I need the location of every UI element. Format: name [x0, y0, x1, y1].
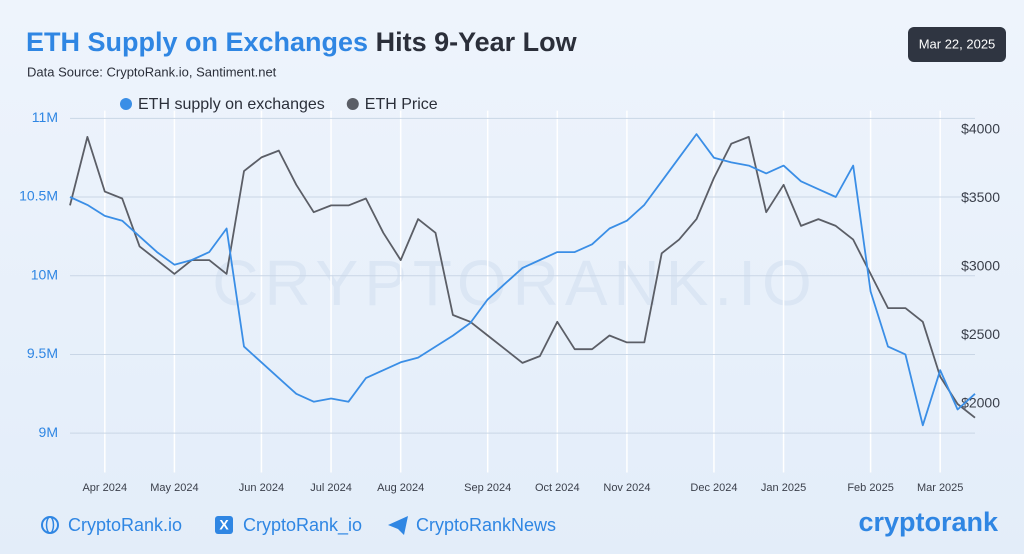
x-tick-label: Feb 2025: [847, 482, 893, 494]
date-badge: [908, 27, 1006, 62]
x-tick-label: Mar 2025: [917, 482, 963, 494]
x-tick-label: Oct 2024: [535, 482, 580, 494]
x-tick-label: May 2024: [150, 482, 198, 494]
y-tick-label: 9M: [39, 424, 58, 440]
y2-tick-label: $2000: [961, 395, 1000, 411]
y2-tick-label: $2500: [961, 326, 1000, 342]
legend-swatch: [346, 98, 359, 110]
series-line: [69, 133, 976, 427]
footer-link[interactable]: CryptoRank.io: [68, 515, 182, 535]
footer: CryptoRank.io X CryptoRank_io CryptoRank…: [41, 507, 999, 537]
plot: Apr 2024 May 2024 Jun 2024 Jul 2024 Aug 2024…: [19, 109, 1000, 494]
x-icon-glyph: X: [219, 517, 229, 533]
x-tick-label: Sep 2024: [464, 482, 511, 494]
legend-label: ETH supply on exchanges: [138, 96, 325, 113]
y-tick-label: 9.5M: [27, 345, 58, 361]
y-tick-label: 10M: [31, 266, 58, 282]
x-tick-label: Dec 2024: [690, 482, 737, 494]
watermark: CRYPTORANK.IO: [212, 247, 818, 319]
y2-tick-label: $3000: [961, 258, 1000, 274]
subtitle: Data Source: CryptoRank.io, Santiment.ne…: [27, 64, 277, 79]
x-tick-label: Jun 2024: [239, 482, 284, 494]
y2-tick-label: $4000: [961, 121, 1000, 137]
title-rest: Hits 9-Year Low: [376, 27, 578, 57]
globe-icon: [45, 516, 55, 534]
telegram-icon: [388, 516, 408, 535]
chart-title: ETH Supply on Exchanges Hits 9-Year Low: [26, 27, 578, 57]
y-tick-label: 10.5M: [19, 188, 58, 204]
title-highlight: ETH Supply on Exchanges: [26, 27, 368, 57]
legend-label: ETH Price: [365, 96, 438, 113]
footer-link[interactable]: CryptoRank_io: [243, 515, 362, 536]
footer-link[interactable]: CryptoRankNews: [416, 515, 556, 535]
date-text: Mar 22, 2025: [919, 36, 996, 51]
y-tick-label: 11M: [32, 109, 58, 125]
x-tick-label: Aug 2024: [377, 482, 424, 494]
x-icon: [215, 516, 233, 534]
y2-tick-label: $3500: [961, 189, 1000, 205]
brand-logo: cryptorank: [858, 507, 999, 537]
legend-swatch: [120, 98, 132, 110]
globe-icon: [41, 516, 59, 534]
x-tick-label: Jan 2025: [761, 482, 806, 494]
x-tick-label: Jul 2024: [310, 482, 352, 494]
x-tick-label: Nov 2024: [603, 482, 650, 494]
x-tick-label: Apr 2024: [82, 482, 127, 494]
series-line: [69, 136, 976, 419]
